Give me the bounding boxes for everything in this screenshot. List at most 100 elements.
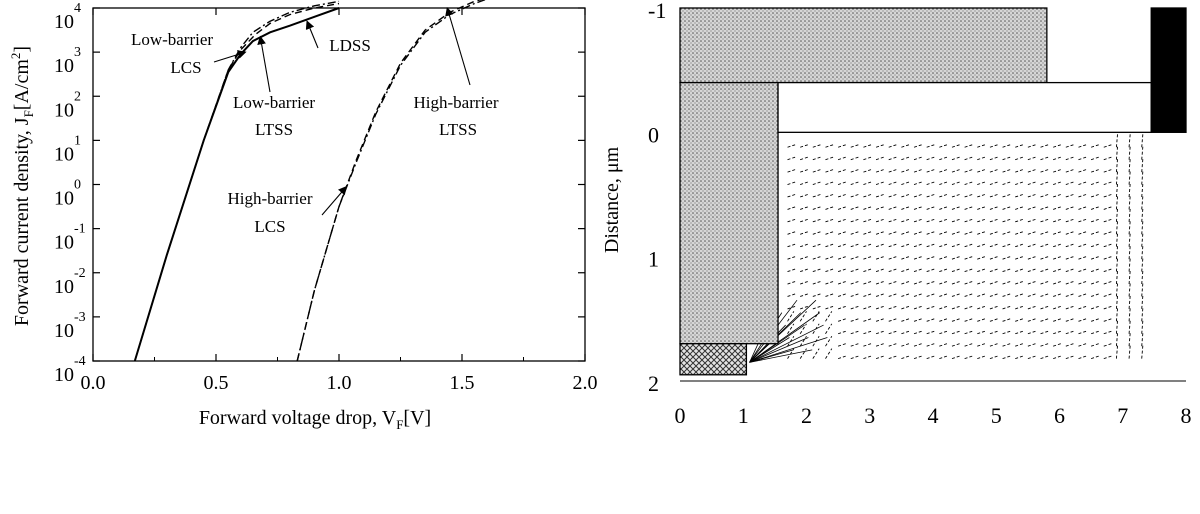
field-vector — [850, 256, 859, 260]
field-vector — [1002, 218, 1011, 223]
field-vector — [863, 330, 872, 335]
field-vector — [1065, 318, 1074, 322]
field-vector — [1141, 281, 1144, 297]
field-vector — [800, 281, 808, 285]
field-vector — [964, 281, 973, 285]
field-vector — [989, 156, 998, 161]
field-vector — [863, 281, 872, 285]
field-vector — [964, 169, 973, 173]
field-vector — [1128, 231, 1131, 247]
field-vector — [977, 268, 986, 273]
field-vector — [825, 305, 834, 310]
field-vector — [787, 181, 796, 185]
field-vector — [1040, 343, 1049, 347]
field-vector — [989, 355, 998, 360]
field-vector — [800, 243, 808, 248]
field-vector — [850, 181, 859, 185]
field-vector — [825, 243, 834, 248]
field-vector — [1065, 194, 1074, 198]
field-vector — [863, 169, 872, 173]
field-vector — [837, 218, 846, 223]
field-vector — [913, 355, 922, 360]
field-vector — [875, 330, 884, 335]
field-vector — [964, 318, 973, 322]
jv-x-tick-label: 0.5 — [204, 372, 229, 394]
field-vector — [913, 293, 922, 297]
jv-annotation-label: Low-barrier — [233, 93, 315, 112]
field-vector — [1002, 243, 1011, 248]
field-vector — [800, 305, 808, 310]
field-vector — [800, 256, 808, 260]
field-vector — [799, 348, 807, 359]
jv-annotation-arrow — [445, 6, 471, 86]
field-vector — [1103, 268, 1112, 273]
field-vector — [977, 330, 986, 335]
field-vector — [977, 231, 986, 235]
jv-annotation-label: High-barrier — [228, 189, 313, 208]
field-vector — [1015, 293, 1023, 297]
field-vector — [1027, 268, 1036, 273]
field-vector — [837, 243, 846, 248]
field-vector — [749, 349, 813, 363]
field-vector — [1141, 144, 1144, 160]
field-vector — [787, 281, 796, 285]
jv-annotation-label: Low-barrier — [131, 30, 213, 49]
jv-y-ticks: 10-4 10-3 10-2 10-1 100 101 102 103 104 — [54, 1, 585, 386]
field-vector — [787, 323, 795, 334]
diagram-x-tick-label: 1 — [738, 403, 749, 428]
field-vector — [1103, 281, 1112, 285]
field-vector — [901, 330, 910, 335]
field-vector — [875, 144, 884, 148]
field-vector — [1040, 194, 1049, 198]
field-vector — [913, 144, 922, 148]
field-vector — [951, 281, 960, 285]
jv-series-group — [133, 0, 487, 362]
field-vector — [1128, 169, 1131, 185]
field-vector — [1141, 293, 1144, 309]
field-vector — [812, 206, 821, 210]
field-vector — [1115, 256, 1119, 272]
field-vector — [1090, 256, 1099, 260]
field-vector — [1053, 243, 1061, 248]
field-vector — [1027, 330, 1036, 335]
field-vector — [1103, 318, 1112, 322]
field-vector — [1065, 281, 1074, 285]
field-vector — [1078, 243, 1087, 248]
field-vector — [850, 169, 859, 173]
field-vector — [799, 311, 807, 322]
field-vector — [1128, 157, 1131, 173]
field-vector — [825, 293, 834, 297]
field-vector — [1090, 231, 1099, 235]
field-vector — [1040, 281, 1049, 285]
field-vector — [977, 181, 986, 185]
field-vector — [1128, 318, 1131, 334]
field-vector — [1078, 305, 1087, 310]
field-vector — [1015, 181, 1023, 185]
field-vector — [977, 355, 986, 360]
field-vector — [964, 343, 973, 347]
field-vector — [1078, 343, 1087, 347]
field-vector — [939, 268, 948, 273]
field-vector — [926, 293, 935, 297]
field-vector — [1065, 268, 1074, 273]
field-vector — [1128, 331, 1131, 347]
field-vector — [888, 156, 897, 161]
field-vector — [812, 218, 821, 223]
diagram-x-tick-label: 7 — [1117, 403, 1128, 428]
field-vector — [964, 330, 973, 335]
field-vector — [1128, 293, 1131, 309]
field-vector — [1141, 157, 1144, 173]
field-vector — [989, 268, 998, 273]
device-regions — [679, 7, 1187, 376]
jv-annotation-label: LCS — [170, 58, 201, 77]
field-vector — [1078, 218, 1087, 223]
field-vector — [1040, 218, 1049, 223]
field-vector — [977, 243, 986, 248]
field-vector — [1103, 256, 1112, 260]
field-vector — [863, 293, 872, 297]
field-vector — [863, 231, 872, 235]
field-vector — [1078, 293, 1087, 297]
field-vector — [951, 293, 960, 297]
field-vector — [913, 206, 922, 210]
